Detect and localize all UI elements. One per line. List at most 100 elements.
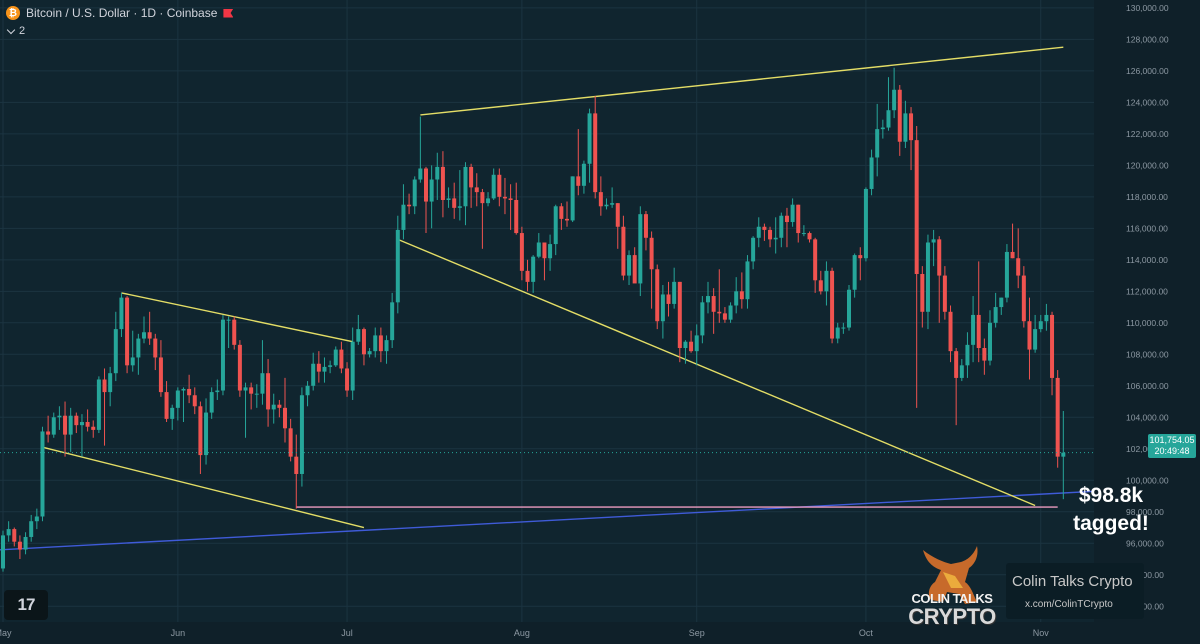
brand-name: Colin Talks Crypto [1012,573,1133,590]
candle [655,264,660,330]
candle-body [959,365,964,378]
candle [34,508,39,530]
candle [316,351,321,383]
candle [722,307,727,323]
candle [254,384,259,408]
candle-body [119,297,124,330]
candle-body [841,327,846,329]
time-tick-label: Nov [1033,628,1050,638]
candle [762,223,767,241]
indicators-toggle[interactable]: 2 [6,25,25,37]
candle-body [136,338,141,358]
bitcoin-icon: ₿ [6,6,20,20]
candle [356,314,361,345]
candle [175,387,180,421]
candle-body [830,270,835,339]
candle [903,100,908,149]
candle [345,362,350,397]
candle-body [345,368,350,391]
candle-body [801,233,806,235]
candle-body [142,332,146,339]
candle-body [457,206,462,208]
candle [739,272,744,309]
price-tick-label: 124,000.00 [1126,97,1169,107]
candle [683,340,688,364]
flag-icon[interactable] [223,8,234,18]
candle [209,387,214,419]
candle-body [565,218,569,221]
candle [96,376,101,434]
candle [497,168,502,207]
candle [796,204,801,243]
candle-body [1038,321,1043,330]
candle [6,521,11,542]
candle [192,387,197,415]
candle [46,415,51,443]
candle-body [672,281,677,304]
candle [1010,223,1015,259]
candle-body [91,426,96,430]
candle-body [717,311,722,314]
symbol-header[interactable]: ₿ Bitcoin / U.S. Dollar · 1D · Coinbase [6,4,234,22]
candle [931,229,936,267]
candle-body [598,192,603,207]
watermark-mark-line1: COLIN TALKS [911,591,993,606]
candle-body [643,214,648,238]
time-tick-label: Jul [341,628,353,638]
candle [305,381,310,407]
candle [350,327,355,400]
candle-body [576,176,581,186]
candle [880,119,885,139]
candle [925,234,930,330]
price-tick-label: 116,000.00 [1126,223,1168,233]
candle [706,281,710,314]
candle [1050,311,1055,396]
candle-body [294,456,299,474]
watermark-brand: Colin Talks Crypto x.com/ColinTCrypto [1006,563,1144,619]
candle-body [587,113,592,164]
candle-body [333,349,338,366]
candle [147,311,152,345]
candle [412,176,417,215]
candle [1033,314,1038,353]
time-tick-label: Sep [689,628,705,638]
candle-body [920,273,925,312]
price-axis[interactable]: 92,000.00 94,000.00 96,000.00 98,000.00 100,… [1094,0,1200,644]
trendline-broadening-lower [397,238,1036,507]
candle-body [711,296,716,312]
last-price-value: 101,754.05 [1149,435,1195,445]
time-axis[interactable]: May Jun Jul Aug Sep Oct Nov [0,622,1200,644]
candle-body [175,390,180,408]
candle [1021,266,1026,328]
trendline-may-june-upper [121,292,353,343]
candle-body [734,291,739,306]
candle-body [942,275,947,312]
candle-body [965,344,970,366]
candle-body [818,280,823,292]
price-tick-label: 110,000.00 [1126,318,1168,328]
trendline-may-june-lower [42,446,365,529]
candle [260,340,265,405]
chevron-down-icon[interactable] [6,25,16,34]
candle [130,330,135,372]
brand-handle: x.com/ColinTCrypto [1025,599,1113,610]
candle [677,281,682,363]
candle [565,201,569,227]
candle [570,176,575,223]
candle [756,217,761,248]
candle-body [1,535,5,569]
candle-body [446,198,451,200]
candle-body [875,129,880,158]
candle [627,250,632,286]
candle [801,225,806,237]
candle-body [497,174,502,197]
candle [751,236,756,270]
candle [666,281,671,317]
candle-body [339,349,344,369]
candle-body [316,363,321,372]
candle [119,292,124,337]
tradingview-logo[interactable]: 17 [4,590,48,620]
candle-body [390,302,395,341]
candle-body [976,314,981,349]
